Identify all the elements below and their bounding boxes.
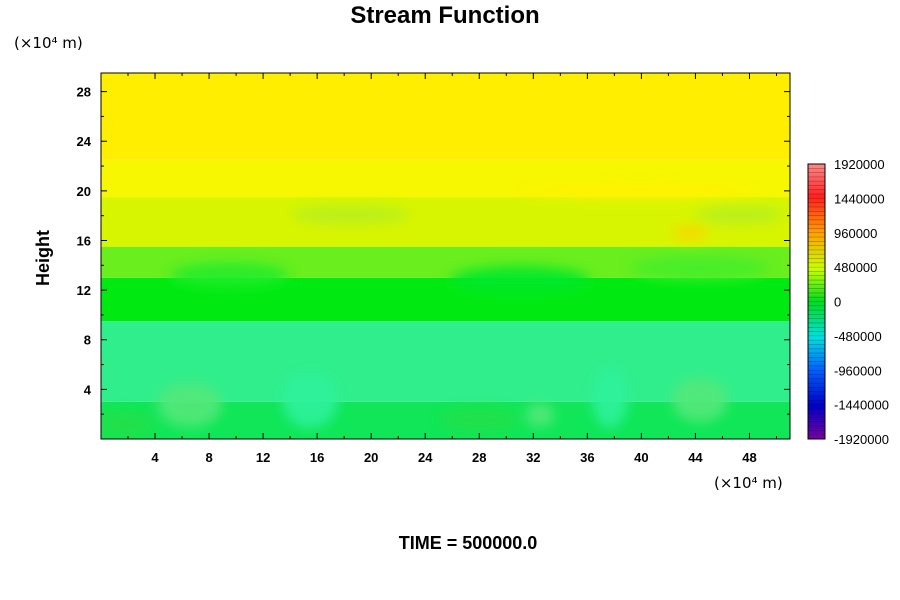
- time-label: TIME = 500000.0: [399, 533, 538, 553]
- y-tick-label: 28: [77, 85, 91, 100]
- field-blob: [520, 182, 760, 198]
- field-texture: [101, 182, 785, 439]
- y-axis-label: Height: [33, 230, 53, 286]
- field-blob: [440, 408, 520, 432]
- heatmap-band: [101, 197, 790, 247]
- x-unit-label: (×10⁴ m): [714, 474, 783, 492]
- field-blob: [630, 256, 770, 280]
- field-blob: [170, 263, 290, 287]
- colorbar-label: -1920000: [834, 432, 889, 447]
- colorbar-labels: 1920000 1440000 960000 480000 0 -480000 -96000…: [834, 157, 889, 447]
- heatmap-band: [101, 321, 790, 402]
- colorbar: 1920000 1440000 960000 480000 0 -480000 -96000…: [807, 157, 889, 447]
- field-blob: [526, 403, 554, 427]
- field-blob: [158, 383, 222, 427]
- x-tick-label: 8: [205, 450, 212, 465]
- colorbar-label: 0: [834, 295, 841, 310]
- colorbar-scale: [807, 163, 826, 440]
- y-axis: 4 8 12 16 20 24 28: [77, 85, 790, 415]
- field-blob: [290, 205, 410, 225]
- y-tick-label: 8: [84, 333, 91, 348]
- colorbar-label: 1440000: [834, 191, 885, 206]
- x-axis: 4 8 12 16 20 24 28 32 36 40 44 48: [127, 73, 777, 465]
- y-tick-label: 16: [77, 233, 91, 248]
- colorbar-label: -1440000: [834, 398, 889, 413]
- x-tick-label: 40: [634, 450, 648, 465]
- heatmap-band: [101, 73, 790, 160]
- x-tick-label: 24: [418, 450, 433, 465]
- heatmap-field: [101, 73, 790, 439]
- colorbar-label: 1920000: [834, 157, 885, 172]
- x-tick-label: 28: [472, 450, 486, 465]
- y-unit-label: (×10⁴ m): [14, 34, 83, 52]
- x-tick-label: 32: [526, 450, 540, 465]
- x-tick-label: 4: [151, 450, 159, 465]
- x-tick-label: 20: [364, 450, 378, 465]
- field-blob: [592, 368, 628, 428]
- x-tick-label: 12: [256, 450, 270, 465]
- colorbar-gridlines: [808, 167, 825, 436]
- x-tick-label: 16: [310, 450, 324, 465]
- field-blob: [101, 411, 155, 439]
- field-blob: [450, 266, 590, 294]
- colorbar-label: 960000: [834, 226, 877, 241]
- field-blob: [672, 227, 708, 239]
- x-tick-label: 44: [688, 450, 703, 465]
- y-tick-label: 24: [77, 134, 92, 149]
- x-tick-label: 36: [580, 450, 594, 465]
- chart-title: Stream Function: [350, 2, 539, 29]
- colorbar-label: -480000: [834, 329, 882, 344]
- y-tick-label: 12: [77, 283, 91, 298]
- colorbar-label: -960000: [834, 363, 882, 378]
- y-tick-label: 4: [84, 382, 92, 397]
- field-blob: [695, 205, 785, 225]
- colorbar-label: 480000: [834, 260, 877, 275]
- field-blob: [672, 378, 728, 422]
- plot-frame: [100, 72, 791, 440]
- x-tick-label: 48: [742, 450, 756, 465]
- field-blob: [282, 372, 338, 428]
- y-tick-label: 20: [77, 184, 91, 199]
